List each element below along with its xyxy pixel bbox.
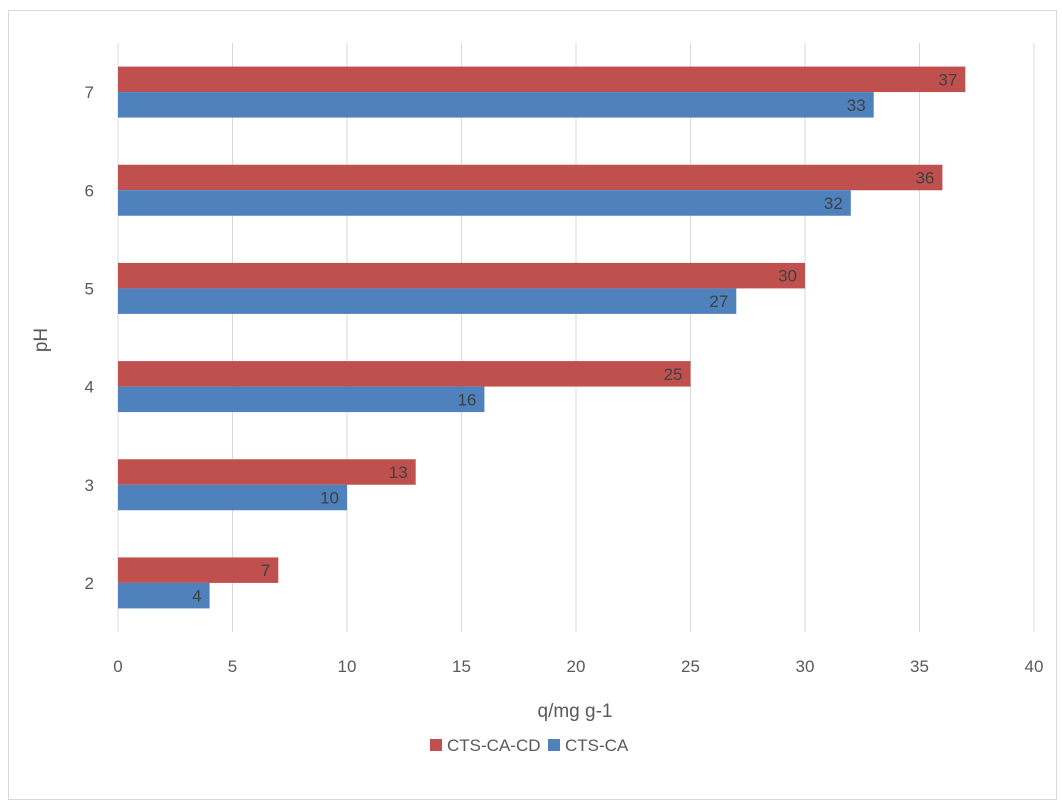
x-tick-label: 40	[1025, 657, 1044, 676]
data-labels: 7 4 13 10 25 16 30 27 36 32 37 33	[192, 70, 957, 605]
bar-cts-ca-ph-2	[118, 582, 210, 609]
data-label: 33	[847, 96, 866, 115]
bar-cts-ca-cd-ph-5	[118, 262, 805, 289]
data-label: 16	[457, 390, 476, 409]
x-tick-label: 20	[567, 657, 586, 676]
data-label: 10	[320, 489, 339, 508]
data-label: 13	[389, 463, 408, 482]
bar-cts-ca-ph-3	[118, 484, 347, 511]
y-tick-label: 4	[85, 378, 94, 397]
bars	[118, 66, 966, 609]
data-label: 36	[915, 169, 934, 188]
x-tick-label: 10	[338, 657, 357, 676]
legend-swatch	[548, 739, 560, 751]
data-label: 30	[778, 267, 797, 286]
bar-cts-ca-cd-ph-3	[118, 459, 416, 485]
y-tick-label: 6	[85, 181, 94, 200]
x-axis-ticks: 0 5 10 15 20 25 30 35 40	[113, 657, 1043, 676]
y-tick-label: 7	[85, 83, 94, 102]
bar-cts-ca-ph-4	[118, 386, 485, 413]
data-label: 7	[261, 561, 270, 580]
data-label: 32	[824, 194, 843, 213]
x-axis-title: q/mg g-1	[538, 701, 613, 722]
data-label: 27	[709, 292, 728, 311]
bar-cts-ca-cd-ph-4	[118, 361, 691, 387]
y-tick-label: 2	[85, 574, 94, 593]
x-tick-label: 35	[910, 657, 929, 676]
gridlines	[117, 43, 1035, 632]
bar-cts-ca-ph-5	[118, 288, 737, 314]
legend: CTS-CA-CD CTS-CA	[430, 736, 629, 755]
y-axis-ticks: 2 3 4 5 6 7	[85, 83, 94, 593]
y-tick-label: 3	[85, 476, 94, 495]
x-tick-label: 25	[681, 657, 700, 676]
bar-cts-ca-cd-ph-6	[118, 164, 943, 191]
bar-cts-ca-cd-ph-2	[118, 557, 279, 583]
legend-label: CTS-CA	[565, 736, 629, 755]
legend-label: CTS-CA-CD	[447, 736, 541, 755]
data-label: 37	[938, 70, 957, 89]
x-tick-label: 15	[452, 657, 471, 676]
x-tick-label: 0	[113, 657, 122, 676]
data-label: 4	[192, 587, 201, 606]
x-tick-label: 5	[228, 657, 237, 676]
y-tick-label: 5	[85, 279, 94, 298]
bar-cts-ca-ph-6	[118, 190, 851, 216]
x-tick-label: 30	[796, 657, 815, 676]
bar-cts-ca-ph-7	[118, 92, 874, 118]
bar-cts-ca-cd-ph-7	[118, 66, 966, 93]
y-axis-title: pH	[31, 328, 52, 352]
data-label: 25	[664, 365, 683, 384]
legend-swatch	[430, 739, 442, 751]
